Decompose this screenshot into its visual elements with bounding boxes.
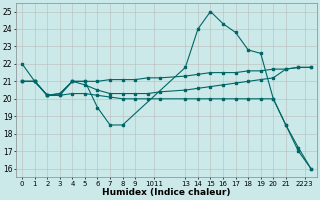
X-axis label: Humidex (Indice chaleur): Humidex (Indice chaleur)	[102, 188, 231, 197]
